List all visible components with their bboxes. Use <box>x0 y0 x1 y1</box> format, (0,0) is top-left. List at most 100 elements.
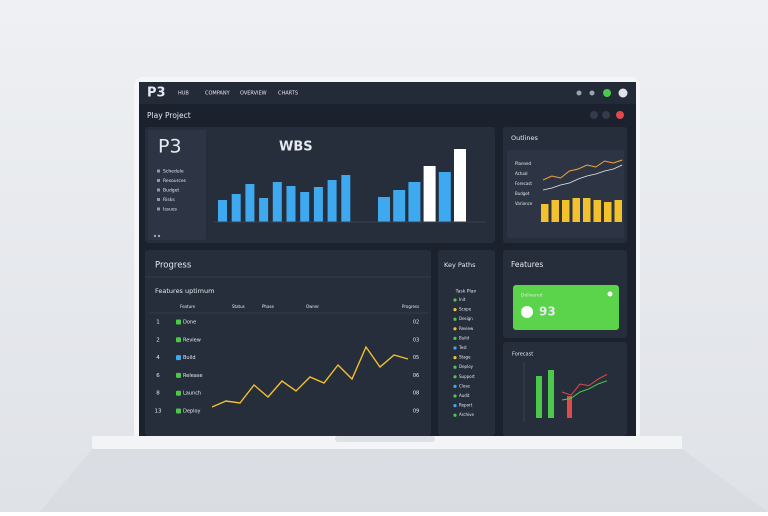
row-value: 08 <box>413 391 419 397</box>
line <box>561 380 608 401</box>
row-name: Release <box>183 373 203 379</box>
line <box>561 373 608 396</box>
bar <box>583 198 591 222</box>
bar <box>567 396 572 418</box>
nav-item[interactable]: HUB <box>178 91 189 97</box>
list-item: Schedule <box>163 169 184 175</box>
bar <box>438 172 451 222</box>
bar <box>454 149 466 222</box>
bar <box>423 166 436 222</box>
legend-label: Actual <box>515 171 528 176</box>
outlines-title: Outlines <box>511 134 539 142</box>
path-dot <box>453 308 457 312</box>
key-paths-title: Key Paths <box>444 261 476 269</box>
path-item: Archive <box>459 412 475 417</box>
row-icon <box>176 319 181 325</box>
bar <box>286 186 296 222</box>
status-icon[interactable] <box>603 89 611 97</box>
row-number: 13 <box>155 409 162 415</box>
path-dot <box>453 327 457 331</box>
row-number: 1 <box>156 320 160 326</box>
bar <box>245 184 255 222</box>
path-item: Deploy <box>459 364 474 369</box>
forecast-panel <box>503 342 627 436</box>
nav-bar <box>139 82 636 104</box>
row-icon <box>176 390 181 396</box>
shadow <box>40 449 768 512</box>
progress-title: Progress <box>155 261 192 271</box>
path-item: Close <box>459 383 470 388</box>
path-dot <box>453 375 457 379</box>
close-icon[interactable] <box>616 111 624 119</box>
list-item: Budget <box>163 188 179 194</box>
row-icon <box>176 355 181 361</box>
row-name: Build <box>183 355 196 361</box>
line <box>542 164 623 191</box>
bar <box>259 198 269 222</box>
path-item: Review <box>459 326 474 331</box>
bar <box>408 182 421 222</box>
bar <box>593 200 601 222</box>
row-value: 02 <box>413 320 419 326</box>
lock-icon[interactable] <box>590 111 598 119</box>
path-item: Audit <box>459 393 470 398</box>
legend-label: Variance <box>515 201 533 206</box>
row-number: 8 <box>156 391 160 397</box>
table-header: Status <box>232 304 245 309</box>
table-header: Feature <box>180 304 196 309</box>
page-title: Play Project <box>147 111 191 120</box>
settings-icon[interactable] <box>602 111 610 119</box>
list-item: Issues <box>163 207 178 213</box>
row-value: 09 <box>413 409 419 415</box>
bar <box>272 182 282 222</box>
nav-item[interactable]: COMPANY <box>205 91 231 97</box>
legend-label: Planned <box>515 161 532 166</box>
avatar[interactable] <box>618 88 628 98</box>
row-icon <box>176 372 181 378</box>
list-icon <box>157 179 160 182</box>
path-dot <box>453 413 457 417</box>
row-value: 06 <box>413 373 419 379</box>
row-value: 05 <box>413 355 419 361</box>
wbs-logo: P3 <box>158 136 182 158</box>
row-name: Review <box>183 337 201 343</box>
row-name: Launch <box>183 391 201 397</box>
card-label: Delivered <box>521 293 543 299</box>
row-number: 6 <box>156 373 160 379</box>
path-dot <box>453 336 457 340</box>
path-item: Stage <box>459 355 471 360</box>
key-paths-panel <box>438 250 495 436</box>
logo[interactable]: P3 <box>147 86 166 101</box>
bar <box>541 204 549 222</box>
row-value: 03 <box>413 337 419 343</box>
path-dot <box>453 317 457 321</box>
bar <box>341 175 351 222</box>
bar <box>218 200 227 222</box>
search-icon[interactable] <box>576 90 582 96</box>
laptop-base <box>92 436 682 449</box>
path-item: Design <box>459 316 473 321</box>
table-header: Progress <box>402 304 419 309</box>
dot <box>157 234 161 238</box>
path-item: Support <box>459 374 475 379</box>
features-card[interactable] <box>513 285 619 330</box>
nav-item[interactable]: OVERVIEW <box>240 91 267 97</box>
bar <box>536 376 542 418</box>
bar <box>614 200 622 222</box>
wbs-side <box>148 130 206 240</box>
table-header: Phase <box>262 304 274 309</box>
line <box>211 345 409 408</box>
list-icon <box>157 198 160 201</box>
bar <box>313 187 323 222</box>
bell-icon[interactable] <box>589 90 595 96</box>
bar <box>562 200 570 222</box>
dot <box>153 234 157 238</box>
features-title: Features <box>511 260 543 269</box>
path-item: Report <box>459 403 473 408</box>
nav-item[interactable]: CHARTS <box>278 91 298 97</box>
list-icon <box>157 207 160 211</box>
bar <box>327 180 337 222</box>
list-item: Risks <box>163 197 175 203</box>
row-name: Done <box>183 320 196 326</box>
